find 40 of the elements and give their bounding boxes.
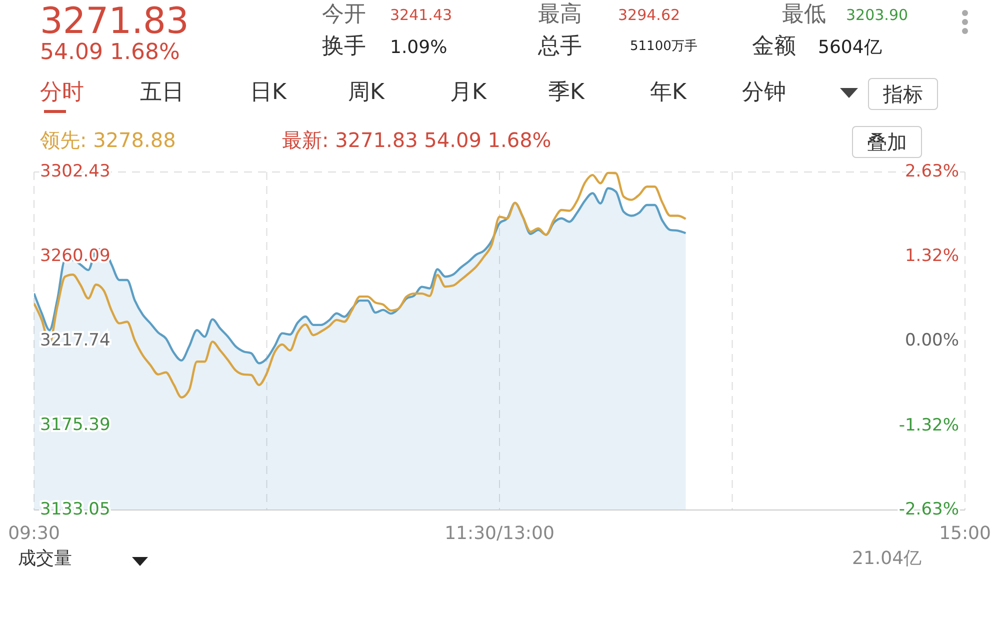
text: 3271.83: [40, 0, 189, 42]
text: 1.09%: [390, 37, 448, 59]
text: 51100万手: [630, 39, 698, 55]
text: 季K: [548, 80, 584, 106]
text: 换手: [322, 34, 366, 60]
text: 成交量: [18, 548, 72, 570]
text: 叠加: [852, 126, 922, 158]
x-tick-label: 11:30/13:00: [444, 522, 554, 544]
text: 月K: [450, 80, 486, 106]
text: 3294.62: [618, 6, 680, 24]
y2-tick-label: -1.32%: [898, 415, 959, 436]
x-tick-label: 09:30: [8, 522, 60, 544]
text: 金额: [752, 34, 796, 60]
text: 年K: [650, 80, 686, 106]
text: 3241.43: [390, 6, 452, 24]
y-tick-label: 3133.05: [40, 500, 110, 520]
x-tick-label: 15:00: [939, 522, 991, 544]
y-tick-label: 3217.74: [40, 330, 110, 351]
text: 领先: 3278.88: [40, 128, 176, 152]
text: 最高: [538, 2, 582, 28]
y2-tick-label: 0.00%: [904, 330, 959, 351]
text: 21.04亿: [852, 548, 922, 570]
text: 周K: [348, 80, 384, 106]
y2-tick-label: -2.63%: [898, 500, 959, 520]
text: 五日: [140, 80, 184, 106]
text: 5604亿: [818, 37, 882, 59]
y2-tick-label: 1.32%: [904, 246, 959, 266]
text: 今开: [322, 2, 366, 28]
text: 指标: [868, 78, 938, 110]
y2-tick-label: 2.63%: [904, 162, 959, 182]
y-tick-label: 3175.39: [40, 415, 110, 436]
text: 总手: [538, 34, 582, 60]
text: 最低: [782, 2, 826, 28]
text: 日K: [250, 80, 286, 106]
text: 分时: [40, 80, 84, 106]
text: 3203.90: [846, 6, 908, 24]
text: 54.09 1.68%: [40, 40, 180, 66]
y-tick-label: 3302.43: [40, 162, 110, 182]
text: 分钟: [742, 80, 786, 106]
text: 最新: 3271.83 54.09 1.68%: [282, 128, 552, 152]
